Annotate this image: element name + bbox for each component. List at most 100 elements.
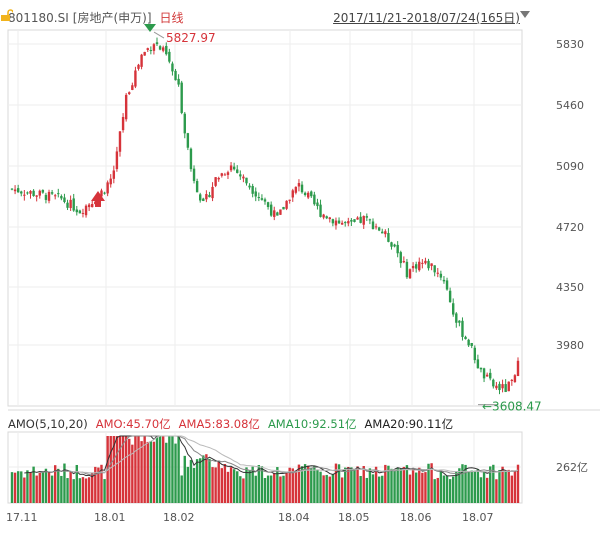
volume-bar (165, 442, 168, 503)
buy-marker-stem (95, 200, 101, 207)
candles (10, 37, 520, 395)
candle-body (319, 204, 322, 217)
candle-body (482, 368, 486, 379)
volume-bar (94, 466, 97, 503)
volume-bar (442, 475, 446, 503)
candle-body (75, 209, 78, 213)
candle-body (294, 186, 298, 193)
volume-bar (100, 464, 103, 503)
candle-body (331, 219, 335, 224)
security-code: 801180.SI (8, 11, 69, 25)
volume-bar (32, 466, 35, 503)
candle-body (485, 374, 489, 377)
volume-bar (41, 472, 45, 503)
candle-body (306, 192, 310, 198)
volume-bar (279, 476, 282, 503)
volume-bar (78, 478, 82, 503)
candle-body (448, 290, 452, 303)
candle-body (445, 280, 449, 290)
amo-label: AMO(5,10,20) (8, 417, 88, 431)
volume-axis-label: 262亿 (556, 461, 588, 474)
volume-bar (414, 472, 418, 503)
candle-body (50, 192, 54, 194)
candle-body (131, 85, 134, 90)
volume-bar (371, 474, 375, 503)
volume-bar (161, 436, 165, 503)
y-tick-label: 5460 (556, 99, 584, 112)
candle-body (476, 359, 480, 369)
candle-body (495, 385, 498, 389)
volume-bar (498, 469, 501, 503)
candle-body (300, 184, 304, 193)
candle-body (362, 216, 365, 225)
candle-body (399, 252, 402, 264)
lock-icon[interactable] (0, 9, 13, 22)
candle-body (498, 383, 501, 391)
x-tick-label: 18.02 (163, 511, 195, 524)
volume-bar (476, 469, 480, 503)
volume-bar (220, 468, 224, 503)
volume-bar (242, 478, 245, 503)
volume-bar (131, 444, 134, 503)
volume-bar (288, 467, 291, 503)
volume-bar (180, 475, 183, 503)
candle-body (183, 113, 186, 134)
high-value-label: 5827.97 (166, 31, 216, 45)
candle-body (285, 200, 288, 209)
ama20-value: AMA20:90.11亿 (364, 417, 454, 431)
candle-body (374, 226, 378, 228)
volume-bar (217, 460, 220, 503)
candle-body (266, 202, 270, 208)
volume-bar (393, 471, 396, 503)
candle-body (223, 174, 227, 176)
candle-body (359, 216, 362, 223)
y-tick-label: 5830 (556, 38, 584, 51)
volume-bar (374, 466, 378, 503)
volume-bar (186, 466, 190, 503)
volume-bar (44, 468, 48, 503)
candle-body (282, 206, 285, 210)
volume-bar (254, 475, 257, 503)
candle-body (452, 303, 455, 315)
candle-body (161, 47, 165, 51)
candle-body (510, 379, 514, 381)
volume-bar (344, 467, 347, 503)
candle-body (192, 168, 196, 181)
candle-body (13, 189, 17, 192)
y-tick-label: 5090 (556, 160, 584, 173)
candle-body (100, 190, 103, 197)
candle-body (291, 190, 294, 198)
candle-body (439, 273, 443, 278)
volume-bar (38, 472, 41, 503)
volume-bar (260, 466, 264, 503)
candle-body (402, 261, 406, 263)
candle-body (303, 192, 307, 195)
candle-body (38, 190, 41, 196)
candle-body (288, 199, 291, 201)
volume-bar (411, 467, 415, 503)
volume-bar (359, 475, 362, 503)
volume-bar (211, 467, 214, 503)
range-dropdown-icon[interactable] (520, 11, 530, 18)
volume-bar (57, 468, 60, 503)
candle-body (115, 151, 119, 170)
volume-bar (387, 465, 390, 503)
volume-bar (297, 464, 301, 503)
volume-bar (485, 477, 489, 503)
candle-body (149, 50, 153, 52)
candle-body (455, 313, 458, 323)
date-range[interactable]: 2017/11/21-2018/07/24(165日) (333, 11, 520, 25)
volume-bar (257, 465, 261, 503)
candle-body (405, 261, 409, 278)
volume-bar (362, 466, 365, 503)
volume-bar (266, 475, 270, 503)
candle-body (69, 199, 72, 209)
candle-body (214, 177, 217, 186)
candle-body (118, 131, 122, 152)
low-value-label: ←3608.47 (482, 400, 542, 414)
volume-bar (436, 477, 439, 503)
volume-bar (214, 467, 217, 503)
candle-body (368, 219, 372, 221)
volume-bar (269, 475, 273, 503)
period-label[interactable]: 日线 (159, 11, 184, 25)
